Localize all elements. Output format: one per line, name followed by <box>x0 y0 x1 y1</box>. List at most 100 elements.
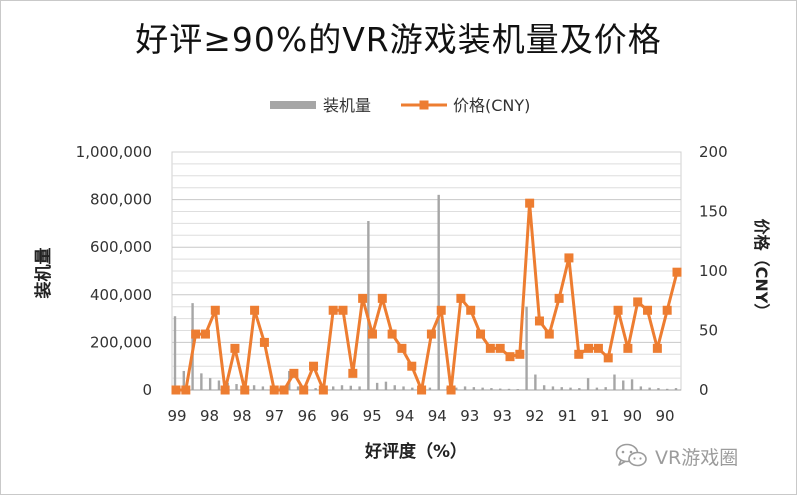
installs-bar <box>481 387 484 390</box>
installs-bar <box>428 387 432 390</box>
y-left-tick-label: 400,000 <box>90 286 152 304</box>
wechat-icon <box>615 443 647 467</box>
price-marker <box>623 343 633 353</box>
installs-bar <box>472 387 476 390</box>
price-marker <box>269 385 279 395</box>
installs-bar <box>375 382 379 390</box>
price-marker <box>230 343 240 353</box>
price-marker <box>485 343 495 353</box>
y-left-tick-label: 600,000 <box>90 238 152 256</box>
price-marker <box>456 293 466 303</box>
price-marker <box>397 343 407 353</box>
installs-bar <box>578 388 581 390</box>
price-marker <box>672 267 682 277</box>
installs-bar <box>252 385 256 390</box>
price-marker <box>574 349 584 359</box>
x-tick-label: 91 <box>558 407 577 425</box>
x-tick-label: 93 <box>493 407 512 425</box>
watermark-text: VR游戏圈 <box>655 446 739 469</box>
price-marker <box>338 305 348 315</box>
price-marker <box>613 305 623 315</box>
x-tick-label: 99 <box>167 407 186 425</box>
price-marker <box>643 305 653 315</box>
price-marker <box>476 329 486 339</box>
price-marker <box>358 293 368 303</box>
x-tick-label: 90 <box>655 407 674 425</box>
price-marker <box>220 385 230 395</box>
legend-swatch-price-marker <box>419 100 429 110</box>
price-marker <box>554 293 564 303</box>
price-marker <box>534 316 544 326</box>
watermark: VR游戏圈 <box>615 441 785 471</box>
installs-bar <box>384 381 388 390</box>
installs-bar <box>639 386 643 390</box>
price-marker <box>387 329 397 339</box>
price-marker <box>171 385 181 395</box>
installs-bar <box>499 388 502 390</box>
installs-bar <box>200 373 203 390</box>
y-left-tick-label: 800,000 <box>90 191 152 209</box>
price-marker <box>525 198 535 208</box>
installs-bar <box>411 387 414 390</box>
installs-bar <box>507 388 511 390</box>
price-marker <box>515 349 525 359</box>
installs-bar <box>534 374 537 390</box>
installs-bar <box>613 374 616 390</box>
installs-bar <box>349 385 352 390</box>
legend-swatch-installs <box>270 101 316 109</box>
installs-bar <box>208 378 212 390</box>
x-tick-label: 92 <box>525 407 544 425</box>
installs-bar <box>674 388 678 390</box>
x-tick-label: 97 <box>265 407 284 425</box>
price-marker <box>426 329 436 339</box>
price-marker <box>181 385 191 395</box>
installs-bar <box>314 388 317 390</box>
price-marker <box>417 385 427 395</box>
x-tick-label: 91 <box>590 407 609 425</box>
installs-bar <box>217 380 221 390</box>
price-marker <box>259 337 269 347</box>
chart-title: 好评≥90%的VR游戏装机量及价格 <box>135 20 662 59</box>
price-marker <box>603 353 613 363</box>
price-marker <box>279 385 289 395</box>
x-tick-label: 98 <box>233 407 252 425</box>
installs-bar <box>490 388 493 390</box>
x-tick-label: 98 <box>200 407 219 425</box>
price-marker <box>377 293 387 303</box>
installs-bar <box>657 388 660 390</box>
y-left-tick-label: 0 <box>142 381 152 399</box>
y-right-tick-label: 50 <box>699 322 718 340</box>
installs-bar <box>393 385 396 390</box>
y-right-tick-label: 0 <box>699 381 709 399</box>
installs-bar <box>296 386 300 390</box>
installs-bar <box>542 385 546 390</box>
y-left-axis-title: 装机量 <box>33 248 54 300</box>
price-marker <box>318 385 328 395</box>
price-marker <box>200 329 210 339</box>
installs-bar <box>455 387 458 390</box>
price-marker <box>652 343 662 353</box>
installs-bar <box>666 388 669 390</box>
installs-bar <box>551 386 555 390</box>
price-marker <box>662 305 672 315</box>
x-axis-title: 好评度（%） <box>364 441 467 462</box>
installs-bar <box>560 387 563 390</box>
x-tick-label: 95 <box>363 407 382 425</box>
price-marker <box>446 385 456 395</box>
installs-bar <box>173 316 177 390</box>
price-marker <box>407 361 417 371</box>
x-tick-label: 96 <box>298 407 317 425</box>
installs-bar <box>525 306 528 390</box>
legend-label-price: 价格(CNY) <box>453 96 530 115</box>
price-marker <box>436 305 446 315</box>
price-marker <box>299 385 309 395</box>
installs-bar <box>648 387 651 390</box>
price-marker <box>328 305 338 315</box>
installs-bar <box>604 387 607 390</box>
price-marker <box>289 368 299 378</box>
x-tick-label: 93 <box>460 407 479 425</box>
installs-bar <box>437 194 440 390</box>
installs-bar <box>332 386 335 390</box>
